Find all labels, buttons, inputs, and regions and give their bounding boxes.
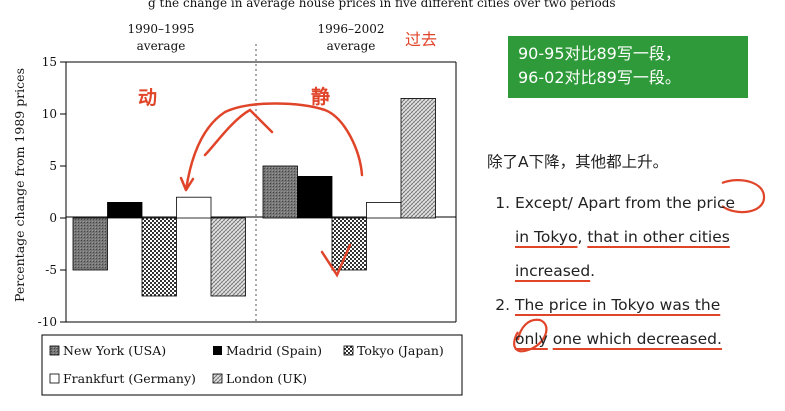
category-label-2-line1: 1996–2002: [317, 22, 384, 36]
y-tick-label: 0: [49, 211, 57, 225]
note-2-part-b: only: [515, 330, 548, 348]
annotation-only-circle: [513, 318, 548, 353]
bar-new-york-period-2: [262, 165, 298, 219]
legend-box: [41, 334, 463, 396]
annotation-static: 静: [311, 85, 330, 108]
list-item: The price in Tokyo was the only one whic…: [515, 288, 777, 356]
annotation-price-circle: [721, 179, 766, 214]
green-note-box: 90-95对比89写一段， 96-02对比89写一段。: [508, 36, 748, 98]
category-label-2-line2: average: [327, 39, 376, 53]
green-note-line-1: 90-95对比89写一段，: [518, 44, 681, 63]
green-note-line-2: 96-02对比89写一段。: [518, 68, 681, 87]
bar-group: [72, 98, 436, 297]
legend-label: Madrid (Spain): [226, 343, 322, 358]
annotation-scribble-arrow: [179, 102, 364, 192]
bar-tokyo-period-2: [331, 217, 367, 271]
y-tick-label: 5: [49, 159, 57, 173]
legend-label: London (UK): [226, 371, 307, 386]
bar-madrid-period-2: [297, 175, 333, 219]
note-1-part-f: .: [590, 262, 596, 280]
notes-list: Except/ Apart from the price in Tokyo, t…: [487, 186, 777, 356]
y-tick-label: -5: [45, 263, 57, 277]
bar-frankfurt-period-1: [176, 196, 212, 219]
legend-item-new-york: New York (USA): [49, 343, 166, 358]
legend-item-tokyo: Tokyo (Japan): [343, 343, 444, 358]
legend-label: New York (USA): [63, 343, 166, 358]
legend-label: Frankfurt (Germany): [63, 371, 196, 386]
bar-tokyo-period-1: [141, 217, 177, 297]
bar-frankfurt-period-2: [366, 201, 402, 219]
note-1-part-a: Except/ Apart from the price: [515, 194, 736, 212]
note-1-part-b: in Tokyo: [515, 228, 578, 246]
notes-heading: 除了A下降，其他都上升。: [487, 153, 669, 171]
y-ticks: 15 10 5 0 -5 -10: [38, 55, 66, 329]
note-1-part-d: that in other cities: [587, 228, 730, 246]
y-tick-label: -10: [38, 315, 57, 329]
category-label-1-line2: average: [137, 39, 186, 53]
top-caption: g the change in average house prices in …: [148, 0, 616, 10]
list-item: Except/ Apart from the price in Tokyo, t…: [515, 186, 777, 288]
note-2-part-a: The price in Tokyo was the: [515, 296, 721, 314]
legend-item-madrid: Madrid (Spain): [213, 343, 322, 358]
bar-london-period-2: [400, 98, 436, 219]
category-label-1-line1: 1990–1995: [127, 22, 194, 36]
annotation-dynamic: 动: [138, 87, 157, 109]
y-tick-label: 10: [42, 107, 57, 121]
annotation-check-mark: [320, 243, 352, 278]
bar-new-york-period-1: [72, 217, 108, 271]
notes-panel: 除了A下降，其他都上升。 Except/ Apart from the pric…: [487, 150, 777, 356]
y-axis-label: Percentage change from 1989 prices: [12, 68, 27, 302]
annotation-past: 过去: [405, 30, 437, 49]
legend-item-london: London (UK): [212, 371, 307, 386]
legend-item-frankfurt: Frankfurt (Germany): [49, 371, 196, 386]
bar-madrid-period-1: [107, 201, 143, 219]
bar-london-period-1: [210, 217, 246, 297]
note-1-part-c: ,: [577, 228, 588, 246]
note-2-part-d: one which decreased.: [552, 330, 722, 348]
note-1-part-e: increased: [515, 262, 591, 280]
legend-label: Tokyo (Japan): [357, 343, 444, 358]
y-tick-label: 15: [42, 55, 57, 69]
